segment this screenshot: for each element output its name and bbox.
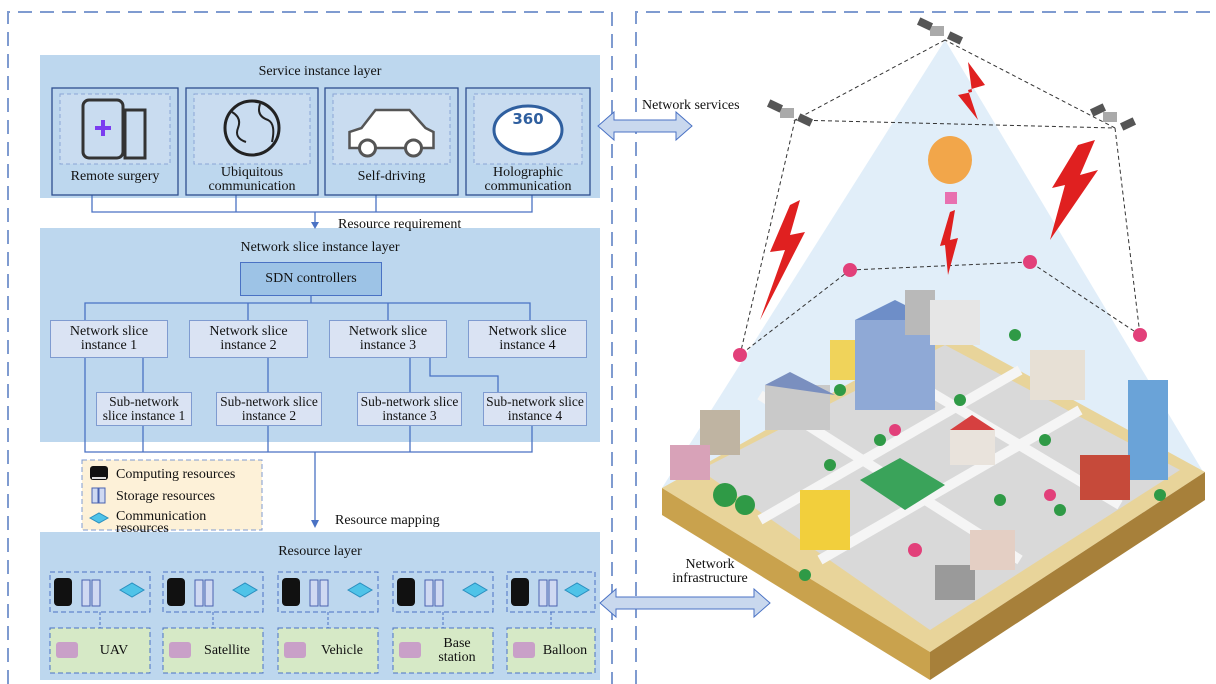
slice-instance: Network slice instance 1 [50,320,168,358]
sub-slice-instance: Sub-network slice instance 3 [357,392,462,426]
resource-node-label: UAV [80,644,148,658]
storage-icon [549,580,557,606]
service-label: Holographic communication [466,166,590,194]
sub-slice-instance: Sub-network slice instance 2 [216,392,322,426]
layer-title: Network slice instance layer [40,241,600,255]
storage-icon [320,580,328,606]
storage-icon [205,580,213,606]
balloon-basket [945,192,957,204]
sub-slice-instance: Sub-network slice instance 1 [96,392,192,426]
storage-icon [310,580,318,606]
node-icon [513,642,535,658]
slice-instance: Network slice instance 3 [329,320,447,358]
storage-icon [195,580,203,606]
storage-icon [99,488,105,503]
storage-icon [435,580,443,606]
node-icon [56,642,78,658]
slice-instance: Network slice instance 4 [468,320,587,358]
resource-node-label: Satellite [193,644,261,658]
flow-label: Resource requirement [338,218,461,232]
service-label: Self-driving [325,170,458,184]
computing-icon-slot [92,477,106,479]
computing-icon [54,578,72,606]
sub-slice-instance: Sub-network slice instance 4 [483,392,587,426]
icon [406,140,422,156]
flow-label: Resource mapping [335,514,440,528]
service-connectors [92,195,532,226]
sdn-controller: SDN controllers [240,262,382,296]
arrow-head [311,222,319,229]
node-icon [284,642,306,658]
storage-icon [425,580,433,606]
node-icon [169,642,191,658]
legend-label: Computing resources [116,469,256,481]
service-label: Remote surgery [52,170,178,184]
arrow-label: Network services [642,99,740,113]
icon-text: 360 [512,110,543,128]
balloon [928,136,972,184]
page: { "service_layer": { "title": "Service i… [0,0,1216,684]
storage-icon [92,580,100,606]
resource-node-label: Base station [423,637,491,665]
arrow-label: Network infrastructure [660,558,760,586]
computing-icon [167,578,185,606]
storage-icon [82,580,90,606]
storage-icon [539,580,547,606]
resource-node-label: Balloon [537,644,593,658]
resource-node-label: Vehicle [308,644,376,658]
network-services-arrow [598,112,692,140]
computing-icon [511,578,529,606]
computing-icon [282,578,300,606]
icon [360,140,376,156]
service-icon-frame [60,94,170,164]
node-icon [399,642,421,658]
layer-title: Service instance layer [40,65,600,79]
layer-title: Resource layer [40,545,600,559]
computing-icon [397,578,415,606]
diagram-canvas: 360 [0,0,1216,684]
legend-label: Communication resources [116,511,256,535]
service-label: Ubiquitous communication [186,166,318,194]
network-infrastructure-arrow [600,589,770,617]
slice-instance: Network slice instance 2 [189,320,308,358]
legend-label: Storage resources [116,491,256,503]
storage-icon [92,488,98,503]
arrow-head [311,520,319,528]
